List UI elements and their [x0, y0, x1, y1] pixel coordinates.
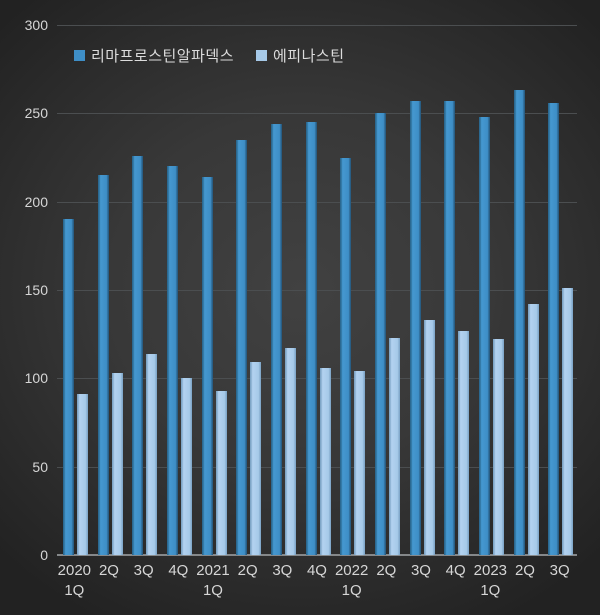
x-tick-label: 3Q — [549, 562, 570, 579]
x-tick-label: 2Q — [98, 562, 119, 579]
bar-s1-3Q — [409, 100, 421, 555]
x-tick-label: 3Q — [410, 562, 431, 579]
y-tick-label: 250 — [24, 105, 48, 122]
x-axis-line — [57, 554, 577, 556]
bar-s1-4Q — [444, 100, 456, 555]
bar-s2-3Q — [423, 320, 435, 555]
y-tick-label: 200 — [24, 193, 48, 210]
bar-s1-4Q — [305, 122, 317, 555]
legend-item-series2: 에피나스틴 — [256, 46, 345, 65]
bar-s1-2020-1Q — [63, 219, 74, 555]
bar-s2-4Q — [458, 330, 470, 555]
legend-label-series1: 리마프로스틴알파덱스 — [91, 47, 235, 65]
x-tick-label: 3Q — [272, 562, 293, 579]
bar-s2-2023-1Q — [493, 339, 504, 555]
gridline — [57, 201, 577, 203]
x-tick-label: 2Q — [514, 562, 535, 579]
x-tick-label: 4Q — [168, 562, 189, 579]
x-tick-label: 2022 1Q — [334, 562, 369, 599]
legend-swatch-series1-icon — [74, 49, 85, 61]
bar-s1-4Q — [167, 166, 178, 555]
x-tick-label: 3Q — [133, 562, 154, 579]
bar-s2-2Q — [111, 373, 123, 555]
y-tick-label: 50 — [32, 458, 48, 475]
bar-s2-3Q — [285, 348, 296, 555]
bar-s1-2Q — [97, 175, 109, 555]
gridline — [57, 113, 577, 115]
x-tick-label: 2Q — [237, 562, 258, 579]
bar-s2-2021-1Q — [215, 390, 227, 555]
bar-s2-3Q — [562, 288, 574, 555]
bar-s1-3Q — [132, 155, 144, 555]
bar-s2-4Q — [181, 378, 192, 555]
bar-s1-3Q — [548, 102, 560, 555]
legend-item-series1: 리마프로스틴알파덱스 — [74, 46, 235, 65]
x-tick-label: 2020 1Q — [57, 562, 92, 599]
bar-s2-3Q — [146, 353, 158, 555]
bar-s1-2Q — [513, 90, 525, 555]
plot-area — [57, 25, 577, 556]
x-tick-label: 4Q — [306, 562, 327, 579]
gridline — [57, 290, 577, 291]
bar-s2-2020-1Q — [77, 394, 88, 555]
x-tick-label: 2023 1Q — [473, 562, 508, 599]
y-tick-label: 300 — [24, 17, 48, 33]
y-tick-label: 150 — [24, 282, 48, 298]
x-tick-label: 2021 1Q — [196, 562, 230, 599]
bar-s2-4Q — [319, 367, 331, 555]
y-tick-label: 0 — [40, 547, 48, 563]
gridline — [57, 25, 577, 26]
y-tick-label: 100 — [24, 370, 48, 387]
bar-s1-2023-1Q — [479, 116, 490, 555]
legend-label-series2: 에피나스틴 — [273, 47, 345, 65]
x-axis-labels: 2020 1Q 2Q 3Q 4Q 2021 1Q 2Q 3Q 4Q 2022 1Q 2Q 3Q 4Q 2023… — [57, 561, 577, 607]
legend-swatch-series2-icon — [256, 49, 267, 61]
bar-s2-2Q — [527, 304, 539, 555]
x-tick-label: 4Q — [445, 562, 466, 579]
x-tick-label: 2Q — [376, 562, 397, 579]
bar-s1-2021-1Q — [201, 176, 213, 555]
bar-s1-3Q — [271, 123, 282, 555]
bar-s1-2Q — [236, 139, 248, 555]
bar-s2-2022-1Q — [354, 371, 366, 555]
bar-s2-2Q — [250, 362, 262, 555]
gridline — [57, 378, 577, 380]
bar-s1-2022-1Q — [340, 157, 352, 555]
gridline — [57, 466, 577, 468]
y-axis-labels: 0 50 100 150 200 250 300 — [0, 0, 48, 615]
bar-s2-2Q — [389, 337, 400, 555]
legend: 리마프로스틴알파덱스 에피나스틴 — [0, 0, 600, 70]
bar-s1-2Q — [375, 113, 386, 555]
